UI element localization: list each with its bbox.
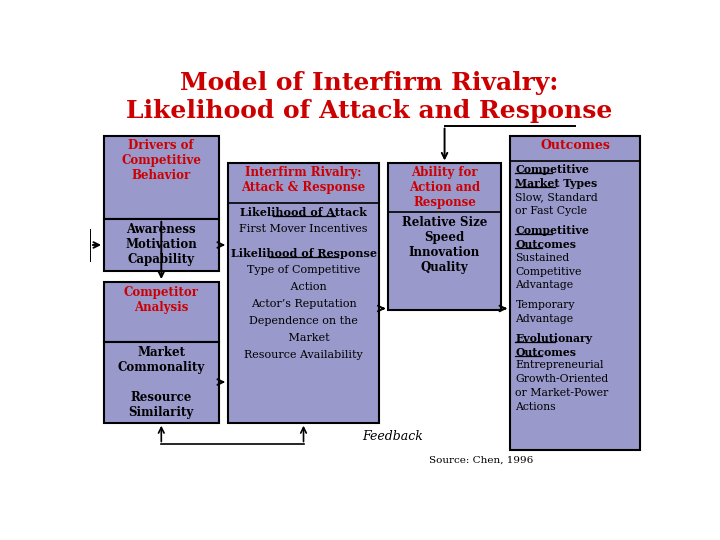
Text: Temporary: Temporary xyxy=(516,300,575,309)
Text: Outcomes: Outcomes xyxy=(516,347,577,357)
Text: Awareness
Motivation
Capability: Awareness Motivation Capability xyxy=(125,222,197,266)
Text: Market Types: Market Types xyxy=(516,178,598,189)
Text: Model of Interfirm Rivalry:
Likelihood of Attack and Response: Model of Interfirm Rivalry: Likelihood o… xyxy=(126,71,612,123)
FancyBboxPatch shape xyxy=(510,136,640,450)
Text: Competitive: Competitive xyxy=(516,225,590,236)
Text: Competitor
Analysis: Competitor Analysis xyxy=(124,286,199,314)
Text: or Fast Cycle: or Fast Cycle xyxy=(516,206,588,215)
Text: Advantage: Advantage xyxy=(516,314,574,323)
Text: Actions: Actions xyxy=(516,402,556,412)
Text: Entrepreneurial: Entrepreneurial xyxy=(516,361,604,370)
Text: Likelihood of Response: Likelihood of Response xyxy=(230,248,377,259)
Text: Growth-Oriented: Growth-Oriented xyxy=(516,374,608,384)
Text: Advantage: Advantage xyxy=(516,280,574,291)
FancyBboxPatch shape xyxy=(104,282,219,342)
Text: Drivers of
Competitive
Behavior: Drivers of Competitive Behavior xyxy=(121,139,202,182)
FancyBboxPatch shape xyxy=(104,136,219,219)
Text: First Mover Incentives: First Mover Incentives xyxy=(239,224,368,234)
FancyBboxPatch shape xyxy=(388,164,500,309)
Text: Market
Commonality

Resource
Similarity: Market Commonality Resource Similarity xyxy=(117,346,205,419)
Text: Slow, Standard: Slow, Standard xyxy=(516,192,598,202)
Text: Actor’s Reputation: Actor’s Reputation xyxy=(251,299,356,309)
Text: Type of Competitive: Type of Competitive xyxy=(247,265,360,275)
Text: Source: Chen, 1996: Source: Chen, 1996 xyxy=(429,456,534,465)
Text: Resource Availability: Resource Availability xyxy=(244,350,363,360)
FancyBboxPatch shape xyxy=(104,219,219,271)
Text: Competitive: Competitive xyxy=(516,164,590,175)
Text: Likelihood of Attack: Likelihood of Attack xyxy=(240,207,367,218)
Text: Feedback: Feedback xyxy=(362,430,423,443)
Text: Outcomes: Outcomes xyxy=(540,139,610,152)
Text: Competitive: Competitive xyxy=(516,267,582,276)
FancyBboxPatch shape xyxy=(104,342,219,423)
Text: Action: Action xyxy=(280,282,327,292)
Text: Evolutionary: Evolutionary xyxy=(516,333,593,344)
Text: Interfirm Rivalry:
Attack & Response: Interfirm Rivalry: Attack & Response xyxy=(241,166,366,194)
Text: Ability for
Action and
Response: Ability for Action and Response xyxy=(409,166,480,210)
Text: Relative Size
Speed
Innovation
Quality: Relative Size Speed Innovation Quality xyxy=(402,217,487,274)
FancyBboxPatch shape xyxy=(228,164,379,423)
Text: Dependence on the: Dependence on the xyxy=(249,316,358,326)
Text: or Market-Power: or Market-Power xyxy=(516,388,608,398)
Text: Outcomes: Outcomes xyxy=(516,239,577,250)
Text: Market: Market xyxy=(278,333,329,343)
Text: Sustained: Sustained xyxy=(516,253,570,262)
